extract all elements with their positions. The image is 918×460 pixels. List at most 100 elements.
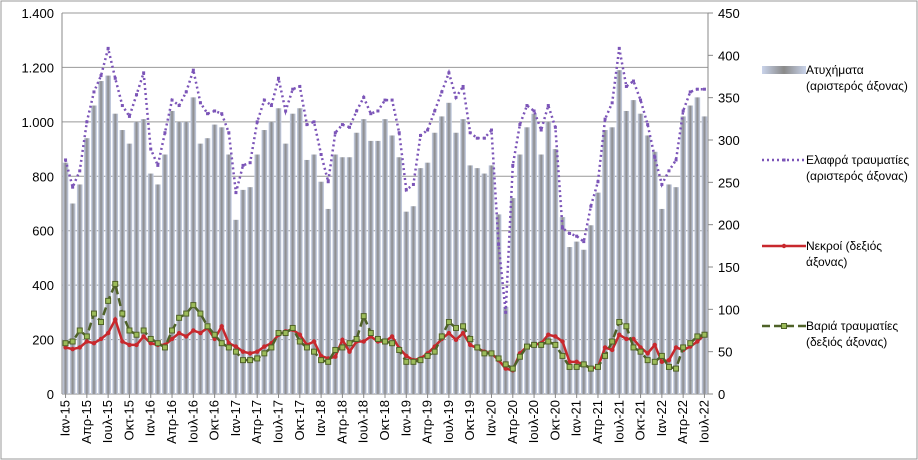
marker [218, 340, 225, 347]
marker [268, 344, 275, 351]
bar [112, 113, 119, 394]
marker [70, 346, 75, 352]
marker [475, 136, 479, 140]
marker [78, 169, 82, 173]
marker [318, 357, 325, 364]
y-tick-label: 400 [32, 278, 54, 293]
marker [695, 339, 700, 344]
bar [218, 127, 225, 395]
marker [644, 357, 651, 364]
bar [183, 121, 190, 394]
marker [666, 357, 672, 363]
bar [552, 149, 559, 394]
marker [247, 351, 253, 356]
x-tick-label: Απρ-17 [249, 400, 264, 444]
marker [63, 345, 68, 350]
bar [162, 154, 168, 394]
bar [431, 132, 438, 394]
marker [332, 346, 339, 353]
marker [411, 182, 415, 186]
marker [204, 323, 211, 330]
marker [482, 136, 486, 140]
marker [311, 339, 317, 344]
marker [98, 319, 105, 326]
y2-tick-label: 450 [718, 6, 740, 21]
marker [603, 117, 607, 121]
marker [154, 340, 161, 347]
marker [617, 332, 622, 337]
y2-tick-label: 300 [718, 133, 740, 148]
marker [240, 349, 246, 354]
marker [233, 344, 239, 349]
marker [652, 342, 657, 348]
marker [282, 330, 289, 337]
marker [532, 109, 536, 113]
marker [568, 231, 572, 235]
marker [296, 338, 303, 345]
x-tick-label: Οκτ-20 [547, 400, 562, 441]
marker [489, 128, 493, 132]
marker [156, 163, 160, 167]
marker [190, 302, 197, 309]
marker [275, 330, 282, 337]
x-tick-label: Ιαν-18 [313, 400, 328, 436]
marker [646, 123, 650, 127]
bar [495, 214, 502, 394]
bar [275, 108, 282, 394]
marker [624, 84, 628, 88]
marker [566, 363, 573, 370]
marker [191, 68, 195, 72]
marker [333, 131, 337, 135]
marker [91, 341, 97, 346]
marker [552, 341, 559, 348]
marker [467, 342, 473, 348]
marker [438, 333, 445, 340]
marker [781, 243, 787, 249]
bar [190, 97, 197, 394]
marker [248, 161, 252, 165]
marker [112, 280, 119, 287]
x-tick-label: Ιαν-19 [398, 400, 413, 436]
marker [397, 131, 401, 135]
marker [404, 188, 408, 192]
bar [211, 124, 218, 394]
bar [339, 157, 346, 394]
bar [240, 189, 246, 394]
marker [382, 338, 388, 345]
bar [438, 116, 445, 395]
marker [120, 104, 124, 108]
marker [503, 366, 508, 371]
marker [98, 336, 104, 342]
bar [247, 187, 253, 394]
x-tick-label: Ιουλ-18 [356, 400, 371, 443]
marker [333, 354, 338, 359]
bar [403, 211, 410, 394]
y-tick-label: 0 [47, 387, 54, 402]
marker [538, 341, 545, 348]
marker [247, 357, 254, 364]
bar [410, 206, 417, 394]
y2-tick-label: 350 [718, 91, 740, 106]
marker [447, 71, 451, 75]
x-tick-label: Ιουλ-19 [441, 400, 456, 443]
marker [653, 155, 657, 159]
marker [169, 327, 176, 334]
y2-tick-label: 50 [718, 345, 732, 360]
marker [303, 344, 310, 351]
marker [594, 363, 601, 370]
y-tick-label: 1.400 [21, 6, 54, 21]
bar [424, 162, 431, 394]
x-tick-label: Ιουλ-16 [185, 400, 200, 443]
marker [673, 345, 679, 350]
marker [353, 335, 360, 342]
bar [460, 119, 466, 394]
marker [184, 334, 189, 339]
marker [319, 153, 323, 157]
marker [602, 352, 609, 359]
marker [453, 337, 459, 343]
marker [782, 158, 786, 162]
x-tick-label: Οκτ-15 [121, 400, 136, 441]
bar [609, 127, 616, 395]
bar [126, 143, 133, 394]
